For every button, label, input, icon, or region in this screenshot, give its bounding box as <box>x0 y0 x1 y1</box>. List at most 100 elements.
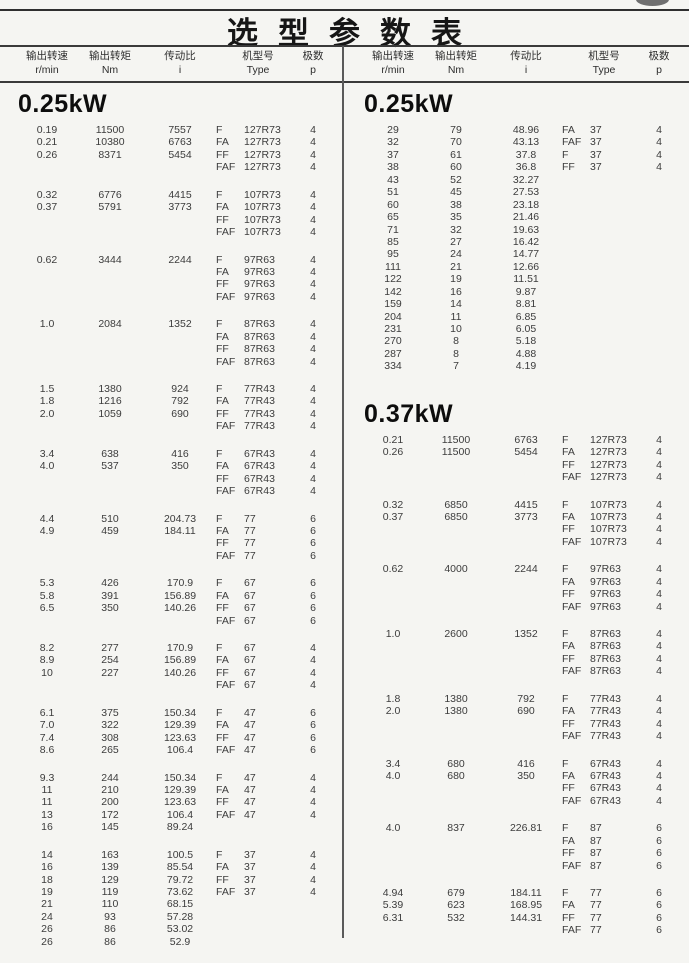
cell-ratio: 6.85 <box>515 310 537 323</box>
cell-ratio <box>490 653 562 665</box>
cell-type-prefix: FF <box>562 847 575 860</box>
cell-output-speed: 11 <box>41 796 53 809</box>
table-row: 5.8 391 156.89 FA 67 6 <box>0 590 343 602</box>
cell-ratio: 690 <box>171 407 189 420</box>
cell-poles: 6 <box>310 577 316 590</box>
cell-type-prefix: FA <box>216 395 229 408</box>
cell-poles <box>646 273 672 285</box>
cell-output-torque <box>76 420 144 432</box>
cell-type-model <box>590 174 646 186</box>
cell-type-model: 77 <box>244 549 256 562</box>
cell-type-model: 107R73 <box>590 535 627 548</box>
cell-type-model: 47 <box>244 796 256 809</box>
cell-type-prefix: FAF <box>216 679 236 692</box>
cell-type-prefix: FAF <box>216 161 236 174</box>
cell-ratio: 170.9 <box>166 577 194 590</box>
cell-type-model: 107R73 <box>590 523 627 536</box>
table-row: 287 8 4.88 <box>346 348 689 360</box>
column-header-unit: i <box>178 64 182 76</box>
cell-poles: 4 <box>310 460 316 473</box>
table-row: 7.4 308 123.63 FF 47 6 <box>0 732 343 744</box>
cell-output-torque: 680 <box>447 769 465 782</box>
cell-type-prefix: FAF <box>216 808 236 821</box>
cell-type-model <box>244 898 300 910</box>
cell-output-speed: 0.62 <box>36 253 58 266</box>
cell-type-prefix <box>562 311 590 323</box>
cell-ratio <box>144 420 216 432</box>
cell-output-torque: 679 <box>447 887 465 899</box>
horizontal-rule-under-header <box>0 81 689 83</box>
cell-type-model: 87 <box>590 834 602 847</box>
cell-ratio: 9.87 <box>515 285 537 298</box>
cell-type-prefix: FAF <box>216 886 236 898</box>
cell-output-speed <box>18 331 76 343</box>
table-row: 6.5 350 140.26 FF 67 6 <box>0 602 343 614</box>
cell-output-torque: 8 <box>453 347 459 360</box>
cell-type-model: 87R63 <box>244 355 275 368</box>
cell-poles <box>646 186 672 198</box>
cell-output-speed: 19 <box>41 886 53 898</box>
table-row: FF 107R73 4 <box>0 214 343 226</box>
cell-output-torque: 375 <box>101 706 119 719</box>
cell-type-model <box>590 261 646 273</box>
table-row: 16 145 89.24 <box>0 821 343 833</box>
cell-poles: 4 <box>656 717 662 730</box>
cell-type-prefix: FAF <box>562 924 582 937</box>
cell-type-model: 77 <box>590 911 602 924</box>
column-header-output-torque: 输出转矩 Nm <box>76 49 144 77</box>
cell-output-torque: 61 <box>450 148 462 161</box>
cell-output-speed <box>364 471 422 483</box>
cell-output-torque <box>76 278 144 290</box>
table-row: FF 97R63 4 <box>0 278 343 290</box>
page-corner-mark <box>636 0 669 6</box>
cell-type-model: 87R63 <box>590 640 621 653</box>
cell-output-torque <box>76 331 144 343</box>
table-row: 95 24 14.77 <box>346 248 689 260</box>
cell-output-torque: 38 <box>450 198 462 211</box>
cell-poles: 4 <box>656 588 662 601</box>
cell-ratio: 106.4 <box>166 808 194 821</box>
cell-ratio: 4415 <box>168 188 192 201</box>
cell-output-torque: 680 <box>447 757 465 770</box>
cell-output-speed <box>18 161 76 173</box>
cell-output-speed: 95 <box>387 248 399 261</box>
table-row: 7.0 322 129.39 FA 47 6 <box>0 719 343 731</box>
cell-output-torque: 210 <box>101 783 119 796</box>
table-row: FF 87R63 4 <box>0 343 343 355</box>
cell-output-torque: 1216 <box>98 395 122 408</box>
cell-output-speed <box>364 782 422 794</box>
cell-ratio: 73.62 <box>166 886 194 898</box>
ratio-group-block: 0.32 6850 4415 F 107R73 4 0.37 6850 3773 FA 107R73… <box>346 499 689 549</box>
cell-output-torque: 14 <box>450 298 462 311</box>
cell-poles: 4 <box>310 666 316 679</box>
cell-poles: 4 <box>656 757 662 770</box>
cell-output-speed: 204 <box>384 310 402 323</box>
cell-ratio <box>144 278 216 290</box>
table-row: 1.0 2600 1352 F 87R63 4 <box>346 628 689 640</box>
column-header-output-torque: 输出转矩 Nm <box>422 49 490 77</box>
ratio-group-block: 4.0 837 226.81 F 87 6 FA 87 6 FF 87 6 FAF 87 6 <box>346 822 689 872</box>
cell-type-prefix: FF <box>562 717 575 730</box>
cell-output-torque: 21 <box>450 260 462 273</box>
ratio-group-block: 3.4 638 416 F 67R43 4 4.0 537 350 FA 67R43 4 FF 67R43… <box>0 448 343 498</box>
cell-output-torque: 19 <box>450 273 462 286</box>
cell-output-speed: 8.6 <box>39 744 55 757</box>
cell-type-model: 47 <box>244 808 256 821</box>
cell-type-prefix <box>562 248 590 260</box>
cell-poles: 4 <box>310 642 316 654</box>
cell-ratio <box>490 601 562 613</box>
cell-type-prefix: FAF <box>562 535 582 548</box>
cell-output-speed: 0.37 <box>36 201 58 214</box>
cell-ratio: 150.34 <box>163 706 197 719</box>
cell-output-speed: 287 <box>384 347 402 360</box>
cell-output-speed: 11 <box>41 783 53 796</box>
cell-poles: 4 <box>310 136 316 149</box>
cell-output-torque: 145 <box>101 821 119 834</box>
cell-poles: 6 <box>656 924 662 937</box>
cell-output-speed: 0.21 <box>36 136 58 149</box>
cell-poles: 4 <box>310 395 316 408</box>
cell-output-torque <box>422 835 490 847</box>
cell-type-prefix: FF <box>562 652 575 665</box>
cell-output-torque: 426 <box>101 577 119 590</box>
cell-type-prefix: FF <box>216 343 229 356</box>
